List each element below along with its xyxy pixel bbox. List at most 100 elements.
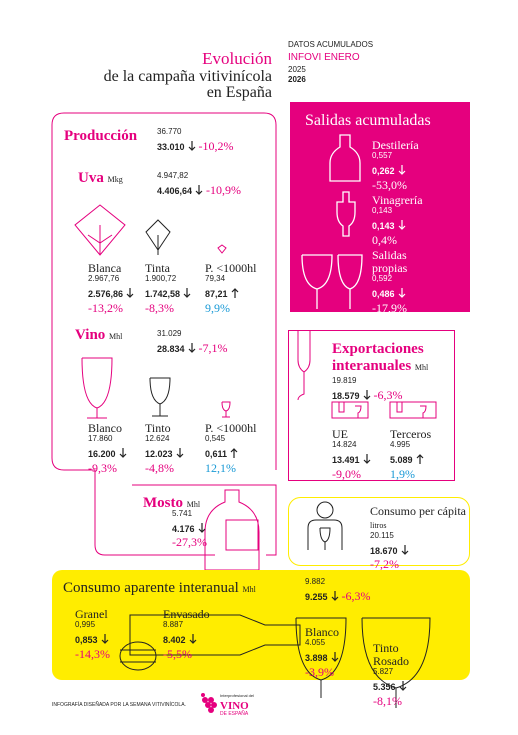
label: P. <1000hl [205, 261, 257, 275]
arrow-down [183, 287, 191, 298]
path [329, 134, 361, 182]
arrow-down [398, 164, 405, 175]
dataset: INFOVI ENERO [288, 52, 360, 63]
text-block: 13.491 [332, 450, 374, 468]
g [201, 693, 217, 713]
previous: 4.947,82 [157, 171, 189, 180]
previous: 1.900,72 [145, 274, 177, 284]
unit: Mkg [107, 175, 123, 184]
current: 3.898 [305, 652, 328, 663]
label: UE [332, 427, 348, 441]
arrow-down [363, 453, 370, 464]
text-block: 8.402 [163, 630, 210, 648]
path [361, 617, 431, 708]
text-block: 5.741 4.176 -27,3% [172, 509, 209, 550]
label: Vino [75, 327, 106, 343]
change: -27,3% [172, 535, 207, 550]
text-block: Mosto Mhl [143, 495, 200, 512]
label: Envasado [163, 607, 210, 621]
text-block: Consumo per cápita litros [370, 504, 470, 531]
path [81, 357, 113, 419]
rect [389, 401, 437, 419]
previous: 9.882 [305, 577, 326, 586]
path [301, 254, 363, 309]
arrow-down [188, 342, 195, 353]
arrow-shape [230, 448, 238, 458]
arrow-shape [363, 453, 370, 464]
rect [288, 330, 455, 481]
text-block: 2.576,86 [88, 284, 137, 302]
unit: Mhl [414, 362, 429, 372]
arrow-up [416, 454, 423, 464]
label: Blanca [88, 261, 122, 275]
previous: 2.967,76 [88, 274, 120, 284]
current: 5.089 [390, 454, 413, 465]
text-block: 12.023 [145, 444, 187, 462]
text-block: 5.356 [373, 677, 418, 695]
text-block: 20.115 18.670 -7,2% [370, 531, 412, 572]
arrow-shape [176, 447, 183, 458]
arrow-down [176, 447, 183, 458]
text-block: 18.579 -6,3% [332, 386, 403, 404]
arrow-shape [401, 544, 408, 555]
change: 12,1% [205, 460, 236, 475]
path [297, 330, 311, 401]
title: Exportaciones interanuales [332, 341, 424, 374]
text-block: 4.406,64 -10,9% [157, 181, 241, 199]
arrow-down [331, 651, 338, 662]
logo-small: Interprofesional del [220, 693, 255, 698]
change: -4,8% [145, 460, 174, 475]
g [307, 501, 343, 550]
arrow-up [231, 288, 238, 298]
change: -13,2% [88, 300, 123, 315]
text-block: 1.742,58 [145, 284, 194, 302]
current: 0,611 [205, 448, 228, 459]
text-block: 36.770 33.010 -10,2% [157, 127, 234, 154]
label: Terceros [390, 427, 432, 441]
text-block: Vino Mhl [75, 327, 122, 344]
current: 9.255 [305, 591, 328, 602]
current: 4.176 [172, 523, 195, 534]
arrow-shape [398, 164, 405, 175]
circle [205, 702, 211, 708]
text-block: 4.947,82 4.406,64 -10,9% [157, 171, 241, 199]
label: Tinto [145, 421, 171, 435]
label: Blanco [305, 625, 339, 639]
circle [208, 707, 214, 713]
previous: 79,34 [205, 274, 226, 284]
text-block: Terceros 4.995 5.089 1,9% [390, 427, 432, 481]
path [149, 377, 171, 417]
label: Granel [75, 607, 108, 621]
circle [316, 501, 334, 519]
arrow-shape [398, 219, 405, 230]
arrow-shape [189, 633, 196, 644]
text-block: 16.200 [88, 444, 130, 462]
text-block: 31.029 28.834 -7,1% [157, 329, 228, 356]
title: Evolución [202, 49, 272, 68]
previous: 20.115 [370, 531, 394, 540]
change: -6,3% [341, 588, 371, 603]
current: 5.356 [373, 682, 396, 693]
label: Mosto [143, 495, 183, 511]
circle [211, 702, 217, 708]
text-block: Uva Mkg [78, 170, 123, 187]
rect [288, 497, 470, 566]
change: -8,1% [373, 693, 402, 708]
arrow-up [230, 448, 238, 458]
change: -6,3% [373, 387, 403, 402]
path [221, 401, 231, 418]
current: 18.579 [332, 390, 360, 401]
text-block: UE 14.824 13.491 -9,0% [332, 427, 374, 481]
text-block: 0,143 [372, 216, 423, 234]
previous: 12.624 [145, 434, 170, 444]
change: -14,3% [75, 646, 110, 661]
label: Blanco [88, 421, 122, 435]
path [336, 191, 356, 237]
change: -17,9% [372, 300, 407, 315]
arrow-down [401, 544, 408, 555]
current: 1.742,58 [145, 288, 181, 299]
unit: Mhl [109, 332, 123, 341]
previous: 8.887 [163, 620, 184, 630]
current: 28.834 [157, 343, 185, 354]
